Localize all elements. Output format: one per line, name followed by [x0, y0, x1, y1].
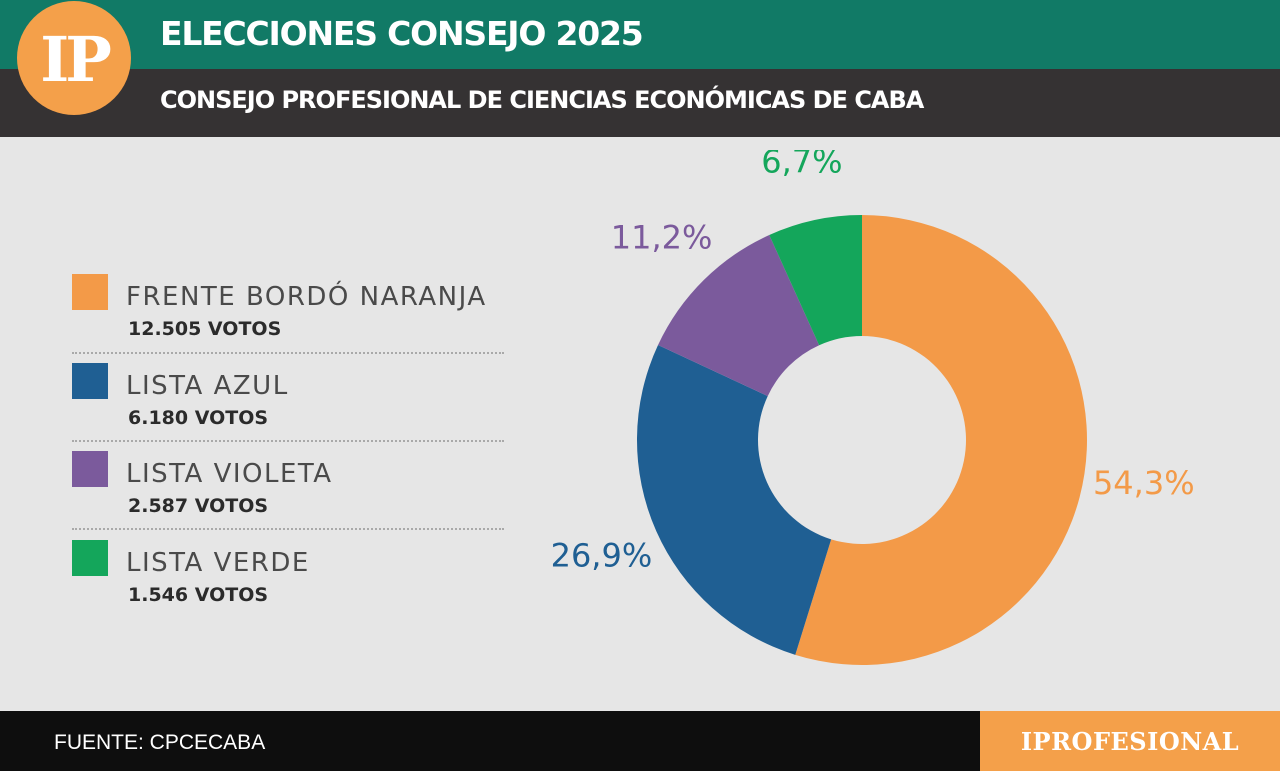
legend-swatch-violet: [72, 451, 108, 487]
donut-chart: 54,3% 26,9% 11,2% 6,7%: [551, 150, 1195, 665]
legend-swatch-blue: [72, 363, 108, 399]
logo-text: IP: [40, 22, 112, 96]
legend-swatch-green: [72, 540, 108, 576]
chart-title: ELECCIONES CONSEJO 2025: [160, 14, 644, 53]
legend-votes: 2.587 VOTOS: [128, 495, 269, 517]
legend-label: FRENTE BORDÓ NARANJA: [126, 282, 487, 312]
header-subtitle-band: [0, 69, 1280, 137]
legend-label: LISTA VERDE: [126, 548, 310, 578]
donut-slice-lista-azul: [637, 345, 832, 655]
donut-slice-lista-violeta: [658, 234, 820, 397]
source-note: FUENTE: CPCECABA: [54, 731, 266, 754]
legend-divider: [72, 528, 504, 530]
brand-box: IPROFESIONAL: [980, 711, 1280, 771]
legend-votes: 1.546 VOTOS: [128, 584, 269, 606]
logo: IP: [17, 1, 131, 115]
data-label-lista-azul: 26,9%: [551, 536, 653, 574]
donut-slice-lista-verde: [769, 215, 862, 346]
legend-swatch-orange: [72, 274, 108, 310]
donut-slice-frente-bordo-naranja: [795, 215, 1087, 665]
legend-divider: [72, 352, 504, 354]
legend-votes: 12.505 VOTOS: [128, 318, 282, 340]
data-label-lista-violeta: 11,2%: [611, 218, 713, 256]
legend-label: LISTA AZUL: [126, 371, 289, 401]
chart-subtitle: CONSEJO PROFESIONAL DE CIENCIAS ECONÓMIC…: [160, 86, 924, 114]
legend-divider: [72, 440, 504, 442]
legend-label: LISTA VIOLETA: [126, 459, 333, 489]
brand-logo-text: IPROFESIONAL: [1020, 726, 1240, 756]
legend-votes: 6.180 VOTOS: [128, 407, 269, 429]
header-title-band: [0, 0, 1280, 69]
data-label-lista-verde: 6,7%: [761, 150, 842, 180]
data-label-frente-bordo-naranja: 54,3%: [1093, 464, 1195, 502]
